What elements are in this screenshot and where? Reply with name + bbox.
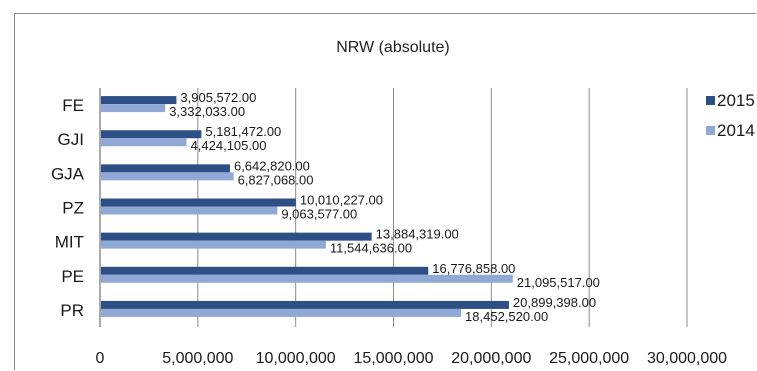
x-tick-label: 5,000,000 <box>162 350 233 367</box>
bar-2014 <box>101 274 513 283</box>
data-label-2015: 3,905,572.00 <box>180 90 256 105</box>
data-label-2014: 6,827,068.00 <box>238 172 314 187</box>
data-label-2014: 11,544,636.00 <box>330 241 412 256</box>
data-label-2015: 20,899,398.00 <box>513 295 596 310</box>
bar-2014 <box>101 138 187 147</box>
bar-2014 <box>101 104 166 113</box>
legend-label: 2015 <box>717 91 755 110</box>
bar-2015 <box>101 164 230 173</box>
x-tick-label: 10,000,000 <box>256 350 336 367</box>
x-tick-label: 15,000,000 <box>353 350 433 367</box>
bar-2015 <box>101 266 429 275</box>
x-tick-label: 25,000,000 <box>549 350 629 367</box>
data-label-2014: 9,063,577.00 <box>281 207 357 222</box>
bar-2015 <box>101 96 177 105</box>
data-label-2014: 18,452,520.00 <box>465 309 548 324</box>
category-label: MIT <box>55 233 84 252</box>
x-tick-label: 30,000,000 <box>647 350 727 367</box>
bar-2015 <box>101 232 372 241</box>
category-label: FE <box>62 96 84 115</box>
bar-2014 <box>101 240 326 249</box>
data-label-2014: 4,424,105.00 <box>191 138 267 153</box>
chart-title: NRW (absolute) <box>336 39 450 56</box>
chart-frame <box>14 13 756 370</box>
bar-2015 <box>101 300 509 309</box>
legend-swatch-2014 <box>706 126 715 135</box>
legend-label: 2014 <box>717 121 755 140</box>
bar-2015 <box>101 198 296 207</box>
category-label: PE <box>61 267 84 286</box>
category-label: GJI <box>58 130 84 149</box>
data-label-2015: 5,181,472.00 <box>205 124 281 139</box>
data-label-2014: 21,095,517.00 <box>517 275 600 290</box>
category-label: PZ <box>62 199 84 218</box>
data-label-2015: 13,884,319.00 <box>376 227 459 242</box>
category-label: PR <box>60 301 84 320</box>
x-tick-label: 20,000,000 <box>451 350 531 367</box>
x-tick-label: 0 <box>96 350 105 367</box>
bar-2015 <box>101 130 202 139</box>
data-label-2015: 6,642,820.00 <box>234 158 310 173</box>
bar-2014 <box>101 172 234 181</box>
data-label-2015: 10,010,227.00 <box>300 193 383 208</box>
data-label-2015: 16,776,858.00 <box>432 261 515 276</box>
bar-2014 <box>101 206 278 215</box>
data-label-2014: 3,332,033.00 <box>169 104 245 119</box>
category-label: GJA <box>51 164 85 183</box>
legend-swatch-2015 <box>706 96 715 105</box>
bar-2014 <box>101 308 462 317</box>
